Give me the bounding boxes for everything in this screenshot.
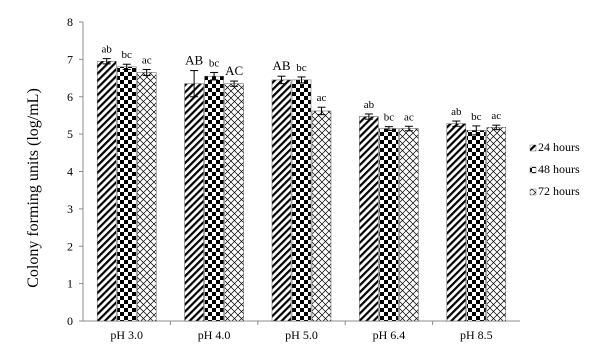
- bar: [136, 72, 157, 322]
- x-tick-label: pH 8.5: [460, 328, 493, 342]
- y-tick-label: 3: [67, 202, 73, 216]
- data-label: AB: [185, 53, 203, 68]
- data-label: ab: [364, 99, 375, 111]
- data-label: ac: [491, 110, 501, 122]
- bar: [204, 75, 224, 322]
- bar: [96, 60, 117, 322]
- x-tick-label: pH 3.0: [110, 328, 143, 342]
- data-label: ab: [102, 44, 113, 56]
- data-label: AC: [225, 63, 243, 78]
- axes: 0 1 2 3 4 5 6 7 8 pH 3.0 pH 4.0 pH 5.0 pH 6.4 pH 8.5: [67, 15, 520, 342]
- bar: [399, 128, 419, 322]
- y-tick-label: 0: [67, 314, 73, 328]
- x-tick-label: pH 6.4: [373, 328, 406, 342]
- y-tick-label: 5: [67, 127, 73, 141]
- data-label: bc: [296, 62, 307, 74]
- y-tick-label: 7: [67, 52, 73, 66]
- y-axis-label: Colony forming units (log/mL): [25, 88, 42, 288]
- data-label: AB: [272, 58, 290, 73]
- bar: [311, 110, 332, 322]
- data-label: bc: [384, 112, 395, 124]
- legend-swatch: [529, 188, 537, 196]
- data-label: ac: [142, 54, 152, 66]
- data-label: bc: [122, 49, 133, 61]
- y-tick-label: 6: [67, 90, 73, 104]
- data-label: bc: [209, 57, 220, 69]
- bar: [271, 79, 292, 322]
- x-tick-label: pH 5.0: [285, 328, 318, 342]
- data-label: ac: [404, 111, 414, 123]
- bar: [359, 116, 379, 322]
- legend: 24 hours 48 hours 72 hours: [529, 140, 580, 198]
- bar: [466, 130, 487, 322]
- x-tick-label: pH 4.0: [198, 328, 231, 342]
- y-tick-label: 4: [67, 165, 73, 179]
- legend-swatch: [529, 166, 537, 174]
- legend-swatch: [529, 144, 537, 152]
- y-tick-label: 2: [67, 239, 73, 253]
- data-label: ab: [451, 106, 462, 118]
- legend-label: 48 hours: [538, 162, 580, 176]
- bar: [446, 123, 467, 322]
- bar: [486, 127, 507, 322]
- bar: [379, 128, 399, 322]
- legend-label: 72 hours: [538, 184, 580, 198]
- bar: [291, 79, 312, 322]
- y-tick-label: 8: [67, 15, 73, 29]
- data-label: ac: [317, 92, 327, 104]
- bar: [116, 66, 137, 322]
- bar: [184, 83, 204, 322]
- y-tick-label: 1: [67, 277, 73, 291]
- data-label: bc: [471, 111, 482, 123]
- bar: [224, 83, 244, 322]
- legend-label: 24 hours: [538, 140, 580, 154]
